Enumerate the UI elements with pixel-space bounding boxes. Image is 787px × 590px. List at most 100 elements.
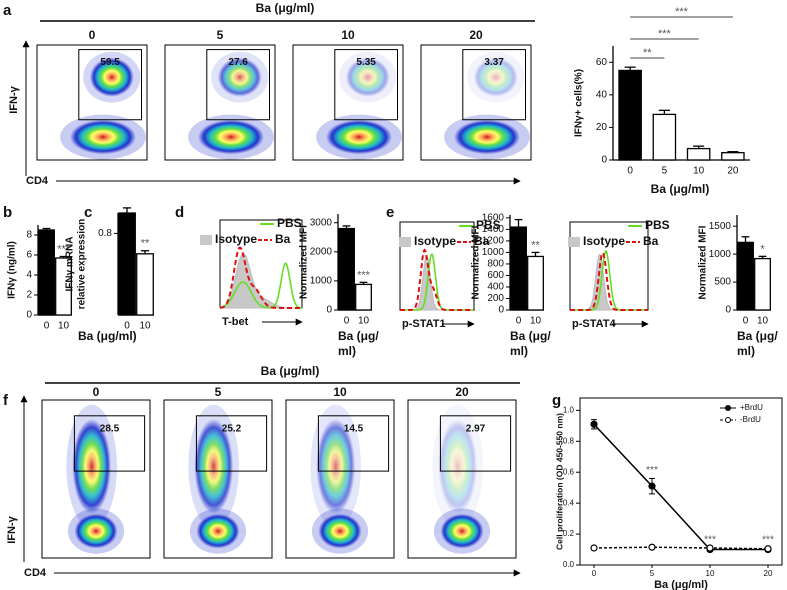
- cell-cluster: [194, 418, 234, 514]
- x-tick-label: 0: [124, 321, 130, 332]
- y-tick-label: 0.8: [563, 436, 575, 445]
- gate-percent: 28.5: [100, 423, 120, 434]
- y-axis-label: relative expression: [77, 219, 88, 310]
- significance: **: [643, 47, 652, 59]
- cell-cluster: [70, 119, 136, 155]
- gate-percent: 5.35: [356, 57, 376, 68]
- data-point: [648, 482, 656, 490]
- x-tick-label: 0: [344, 316, 350, 327]
- bar: [118, 212, 136, 316]
- histogram-x-label: p-STAT1: [402, 318, 446, 330]
- x-axis-label: ml): [510, 344, 528, 358]
- cell-cluster: [196, 513, 240, 549]
- panel-label: d: [175, 204, 184, 221]
- y-axis-label: Normalized MFI: [698, 225, 709, 299]
- significance: *: [760, 243, 765, 255]
- gate-percent: 25.2: [222, 423, 242, 434]
- y-tick-label: 1000: [482, 247, 505, 258]
- legend-marker: [725, 405, 731, 411]
- y-tick-label: 4: [26, 270, 32, 281]
- y-tick-label: 200: [487, 293, 504, 304]
- cell-cluster: [473, 57, 518, 97]
- y-tick-label: 0.4: [563, 498, 575, 507]
- legend-label: Isotype: [583, 234, 625, 248]
- y-tick-label: 0: [601, 155, 607, 166]
- bar: [355, 283, 372, 311]
- bar: [510, 226, 527, 311]
- pbs-curve: [219, 262, 302, 309]
- bar: [737, 241, 754, 311]
- histogram-x-label: T-bet: [222, 316, 249, 328]
- y-tick-label: 2000: [310, 246, 333, 257]
- y-tick-label: 3000: [310, 217, 333, 228]
- bar: [527, 255, 544, 311]
- x-tick-label: 0: [516, 316, 522, 327]
- legend-swatch: [568, 237, 580, 247]
- bar: [136, 253, 154, 316]
- y-tick-label: 1200: [482, 236, 505, 247]
- y-tick-label: 20: [596, 122, 608, 133]
- legend-label: PBS: [277, 216, 302, 230]
- flow-dose: 5: [217, 28, 224, 42]
- legend-label: Ba: [474, 234, 490, 248]
- cell-cluster: [345, 57, 390, 97]
- ba-curve: [570, 251, 648, 311]
- x-axis-label: Ba (μg/: [338, 329, 379, 343]
- data-point: [706, 544, 714, 552]
- x-tick-label: 0: [743, 316, 749, 327]
- panel-label: e: [386, 204, 394, 221]
- flow-dose: 10: [333, 385, 347, 399]
- y-axis-label: IFNγ (ng/ml): [7, 241, 18, 299]
- x-tick-label: 20: [764, 569, 773, 578]
- data-point: [590, 420, 598, 428]
- y-tick-label: 500: [714, 277, 731, 288]
- y-axis-label: Normalized MFI: [471, 225, 482, 299]
- x-tick-label: 10: [706, 569, 715, 578]
- y-axis-label: Cell proliferation (OD 450-550 nm): [554, 413, 564, 550]
- y-tick-label: 800: [487, 259, 504, 270]
- cell-cluster: [454, 119, 520, 155]
- panel-label: f: [3, 392, 9, 409]
- gate: [439, 415, 512, 472]
- y-tick-label: 0.2: [563, 529, 575, 538]
- cell-cluster: [326, 119, 392, 155]
- gate: [78, 49, 143, 121]
- series-line: [593, 423, 768, 551]
- ba-curve: [400, 248, 474, 311]
- significance: ***: [646, 465, 658, 476]
- x-tick-label: 10: [530, 316, 542, 327]
- data-point: [590, 544, 598, 552]
- flow-dose: 0: [89, 28, 96, 42]
- flow-x-label: CD4: [24, 567, 47, 579]
- y-axis-label: Normalized MFI: [299, 225, 310, 299]
- y-tick-label: 2: [26, 290, 32, 301]
- flow-dose: 10: [341, 28, 355, 42]
- significance: **: [531, 239, 540, 251]
- bar: [338, 227, 355, 311]
- legend-label: Isotype: [414, 234, 456, 248]
- y-tick-label: 1000: [310, 276, 333, 287]
- gate: [195, 415, 268, 472]
- flow-x-label: CD4: [26, 175, 49, 187]
- cell-cluster: [198, 119, 264, 155]
- gate: [334, 49, 398, 121]
- series-line: [593, 546, 769, 550]
- significance: ***: [357, 269, 371, 281]
- y-tick-label: 1.0: [563, 405, 575, 414]
- bar: [618, 69, 642, 161]
- y-tick-label: 40: [596, 89, 608, 100]
- significance: ***: [57, 243, 71, 255]
- y-tick-label: 0.8: [98, 228, 112, 239]
- y-tick-label: 0: [26, 310, 32, 321]
- gate: [462, 49, 526, 121]
- legend-label: Ba: [275, 232, 291, 246]
- significance: ***: [704, 535, 716, 546]
- x-axis-label: Ba (μg/ml): [78, 329, 137, 343]
- gate-percent: 59.5: [100, 57, 120, 68]
- bar: [38, 229, 55, 316]
- significance: **: [141, 238, 150, 250]
- y-axis-label: IFNγ mRNA: [65, 236, 76, 291]
- x-tick-label: 0: [44, 321, 50, 332]
- y-tick-label: 600: [487, 270, 504, 281]
